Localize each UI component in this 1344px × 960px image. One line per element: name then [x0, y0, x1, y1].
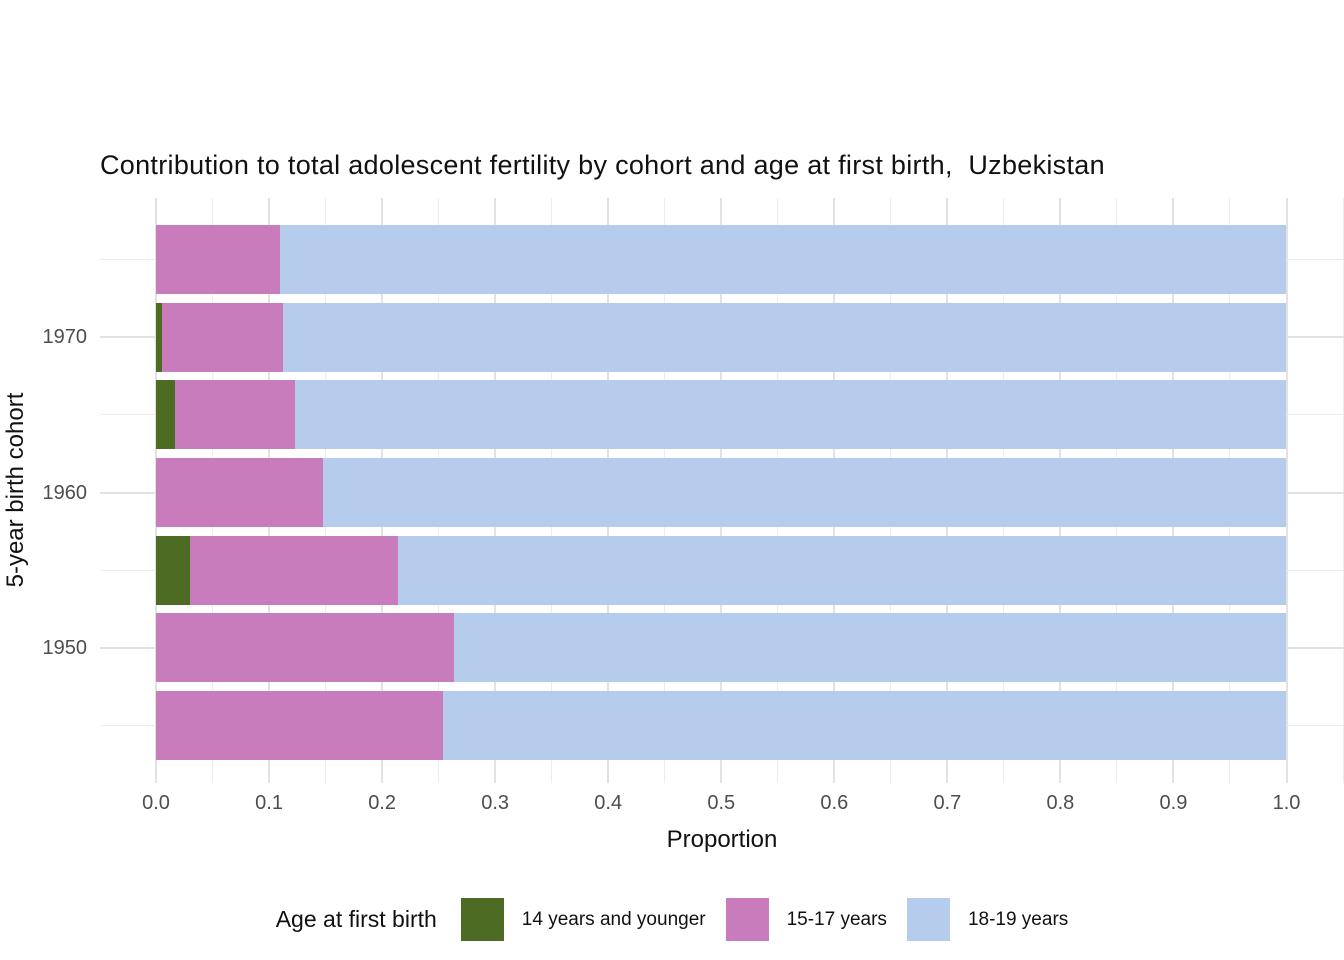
bar-segment-1970: [161, 302, 283, 372]
legend-swatch-15-17-icon: [725, 898, 769, 941]
legend-swatch-18-19-icon: [906, 898, 950, 941]
legend-swatch-14-and-younger-icon: [460, 898, 504, 941]
x-tick-label: 0.4: [594, 792, 623, 814]
x-tick-label: 0.7: [933, 792, 962, 814]
bar-segment-1965: [295, 380, 1287, 450]
legend-label: 15-17 years: [786, 908, 887, 930]
legend-label: 14 years and younger: [521, 908, 706, 930]
x-tick-label: 0.2: [368, 792, 396, 814]
bar-segment-1970: [282, 302, 1287, 372]
bar-segment-1975: [156, 225, 281, 294]
bar-segment-1955: [189, 535, 398, 605]
x-tick-label: 1.0: [1272, 792, 1301, 814]
bar-segment-1960: [156, 458, 324, 527]
x-tick-label: 0.8: [1046, 792, 1075, 814]
bar-segment-1955: [156, 535, 190, 605]
legend-item-18-19: 18-19 years: [906, 898, 1069, 941]
legend-title: Age at first birth: [275, 906, 437, 932]
bar-segment-1965: [156, 380, 176, 450]
chart-title: Contribution to total adolescent fertili…: [100, 150, 1105, 180]
x-tick-label: 0.9: [1159, 792, 1188, 814]
x-tick-label: 0.0: [142, 792, 170, 814]
x-tick-label: 0.1: [255, 792, 283, 814]
y-axis-title: 5-year birth cohort: [2, 392, 29, 588]
y-tick-label: 1970: [42, 326, 88, 349]
bar-segment-1945: [156, 691, 444, 761]
legend-item-15-17: 15-17 years: [725, 898, 887, 941]
legend-item-14-and-younger: 14 years and younger: [460, 898, 706, 941]
bar-segment-1965: [175, 380, 296, 450]
bar-segment-1960: [323, 458, 1287, 527]
bar-segment-1950: [454, 613, 1287, 683]
x-tick-label: 0.6: [820, 792, 849, 814]
legend: Age at first birth 14 years and younger …: [0, 898, 1344, 941]
bar-segment-1975: [280, 225, 1287, 294]
gridline-vertical-major: [1285, 198, 1288, 783]
bar-segment-1950: [156, 613, 455, 683]
legend-label: 18-19 years: [967, 908, 1069, 930]
gridline-vertical-minor: [1342, 198, 1344, 783]
bar-segment-1955: [397, 535, 1287, 605]
y-tick-label: 1960: [42, 481, 88, 504]
x-tick-label: 0.5: [707, 792, 736, 814]
x-axis-title: Proportion: [666, 826, 778, 853]
plot-panel: [100, 198, 1344, 783]
y-tick-label: 1950: [42, 636, 88, 659]
x-tick-label: 0.3: [481, 792, 510, 814]
bar-segment-1970: [156, 302, 162, 372]
bar-segment-1945: [443, 691, 1287, 761]
